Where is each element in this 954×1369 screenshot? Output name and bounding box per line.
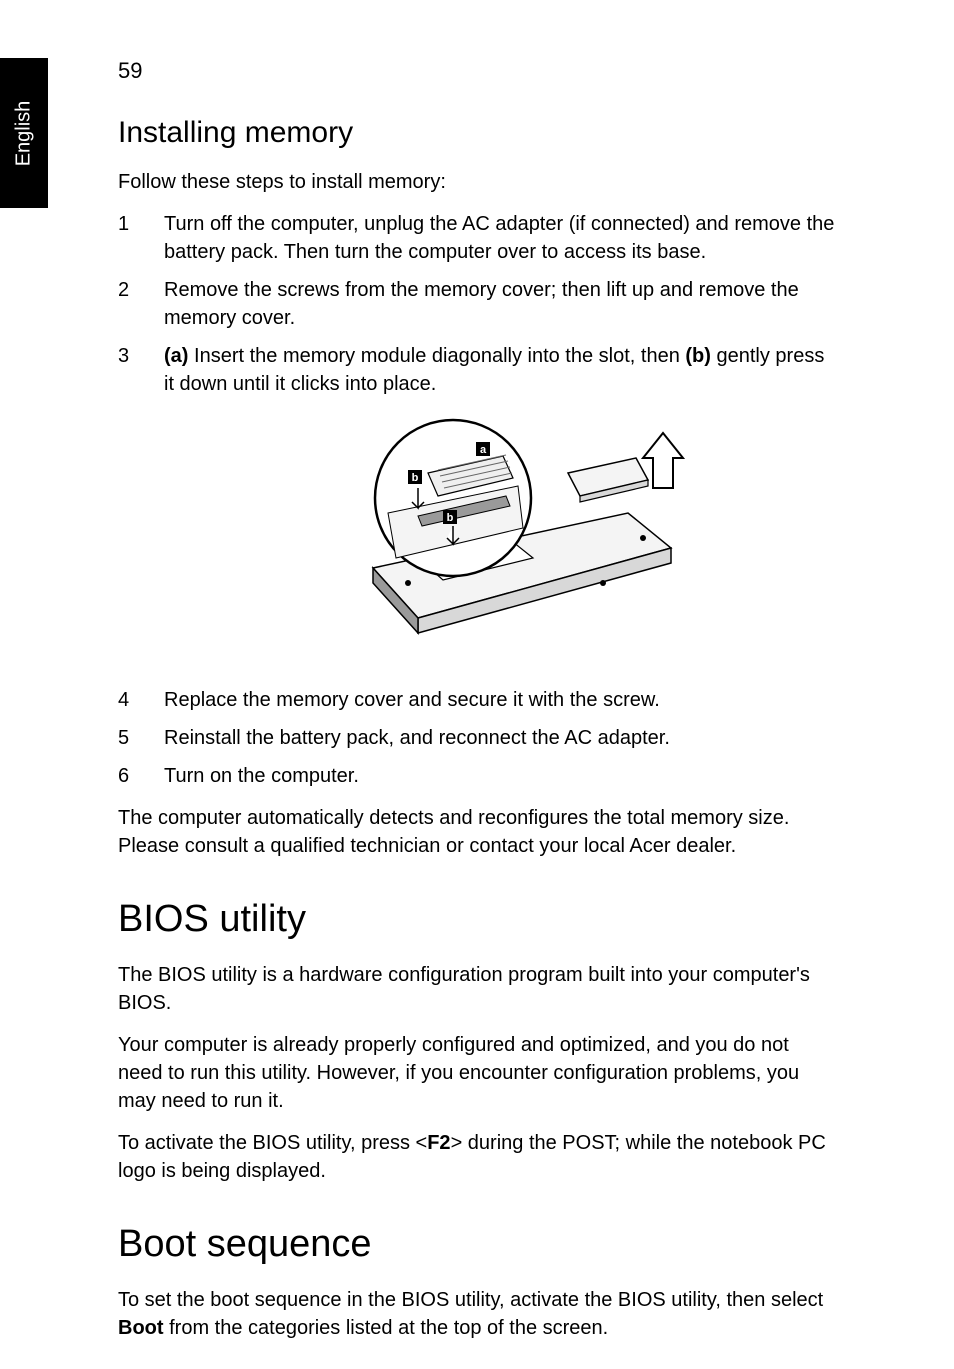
step3-b-label: (b) bbox=[685, 345, 711, 367]
heading-boot-sequence: Boot sequence bbox=[118, 1223, 838, 1266]
list-item: 4 Replace the memory cover and secure it… bbox=[118, 686, 838, 714]
list-item: 5 Reinstall the battery pack, and reconn… bbox=[118, 724, 838, 752]
step3-text-1: Insert the memory module diagonally into… bbox=[188, 345, 685, 367]
boot-p1-a: To set the boot sequence in the BIOS uti… bbox=[118, 1289, 823, 1311]
intro-text: Follow these steps to install memory: bbox=[118, 168, 838, 196]
list-number: 6 bbox=[118, 762, 164, 790]
list-number: 5 bbox=[118, 724, 164, 752]
steps-list-1: 1 Turn off the computer, unplug the AC a… bbox=[118, 210, 838, 398]
list-body: (a) Insert the memory module diagonally … bbox=[164, 342, 838, 398]
boot-p1-b: from the categories listed at the top of… bbox=[164, 1317, 609, 1339]
bios-p1: The BIOS utility is a hardware configura… bbox=[118, 961, 838, 1017]
list-body: Replace the memory cover and secure it w… bbox=[164, 686, 838, 714]
bios-p3-a: To activate the BIOS utility, press < bbox=[118, 1132, 427, 1154]
list-item: 3 (a) Insert the memory module diagonall… bbox=[118, 342, 838, 398]
list-number: 1 bbox=[118, 210, 164, 266]
page-content: Installing memory Follow these steps to … bbox=[118, 108, 838, 1356]
list-number: 4 bbox=[118, 686, 164, 714]
step3-a-label: (a) bbox=[164, 345, 188, 367]
list-body: Turn on the computer. bbox=[164, 762, 838, 790]
boot-p1: To set the boot sequence in the BIOS uti… bbox=[118, 1286, 838, 1342]
steps-list-2: 4 Replace the memory cover and secure it… bbox=[118, 686, 838, 790]
bios-p2: Your computer is already properly config… bbox=[118, 1031, 838, 1115]
section1-outro: The computer automatically detects and r… bbox=[118, 804, 838, 860]
svg-text:a: a bbox=[480, 444, 487, 456]
page-number: 59 bbox=[118, 58, 142, 84]
figure-container: a b b bbox=[118, 418, 838, 658]
memory-cover-lifting bbox=[568, 458, 648, 502]
boot-bold: Boot bbox=[118, 1317, 164, 1339]
list-number: 3 bbox=[118, 342, 164, 398]
list-body: Turn off the computer, unplug the AC ada… bbox=[164, 210, 838, 266]
heading-installing-memory: Installing memory bbox=[118, 116, 838, 150]
bios-key-f2: F2 bbox=[427, 1132, 450, 1154]
bios-p3: To activate the BIOS utility, press <F2>… bbox=[118, 1129, 838, 1185]
list-item: 6 Turn on the computer. bbox=[118, 762, 838, 790]
list-item: 1 Turn off the computer, unplug the AC a… bbox=[118, 210, 838, 266]
list-item: 2 Remove the screws from the memory cove… bbox=[118, 276, 838, 332]
list-body: Remove the screws from the memory cover;… bbox=[164, 276, 838, 332]
list-number: 2 bbox=[118, 276, 164, 332]
memory-install-diagram: a b b bbox=[268, 418, 688, 658]
heading-bios-utility: BIOS utility bbox=[118, 898, 838, 941]
svg-text:b: b bbox=[447, 512, 454, 524]
language-tab-label: English bbox=[13, 100, 36, 166]
list-body: Reinstall the battery pack, and reconnec… bbox=[164, 724, 838, 752]
svg-text:b: b bbox=[412, 472, 419, 484]
lift-arrow-icon bbox=[643, 433, 683, 488]
language-tab: English bbox=[0, 58, 48, 208]
